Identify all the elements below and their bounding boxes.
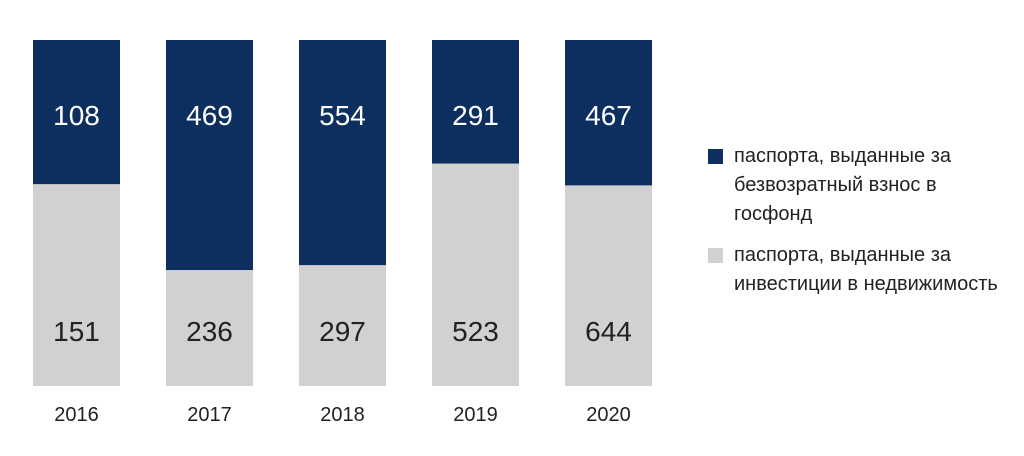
data-label-donation: 554 [319,100,366,131]
data-label-real-estate: 151 [53,316,100,347]
data-label-donation: 291 [452,100,499,131]
legend: паспорта, выданные за безвозратный взнос… [708,142,1008,311]
data-label-real-estate: 644 [585,316,632,347]
bar-segment-donation [565,40,652,186]
data-label-donation: 469 [186,100,233,131]
x-tick-label: 2018 [320,404,365,426]
data-label-real-estate: 236 [186,316,233,347]
legend-swatch-donation [708,149,723,164]
legend-item-real-estate: паспорта, выданные за инвестиции в недви… [708,241,1008,299]
x-tick-label: 2020 [586,404,631,426]
bar-segment-donation [432,40,519,164]
bar-segment-real-estate [33,184,120,386]
bar-segment-real-estate [299,265,386,386]
data-label-donation: 108 [53,100,100,131]
bar-segment-donation [299,40,386,266]
legend-label-real-estate: паспорта, выданные за инвестиции в недви… [734,244,998,295]
x-tick-label: 2019 [453,404,498,426]
data-label-real-estate: 523 [452,316,499,347]
bar-segment-real-estate [166,270,253,386]
legend-label-donation: паспорта, выданные за безвозратный взнос… [734,145,951,225]
x-tick-label: 2017 [187,404,232,426]
data-label-real-estate: 297 [319,316,366,347]
legend-item-donation: паспорта, выданные за безвозратный взнос… [708,142,1008,229]
bar-segment-real-estate [432,163,519,386]
legend-swatch-real-estate [708,248,723,263]
bar-segment-donation [33,40,120,185]
stacked-bar-chart: 108 151 2016 469 236 2017 554 297 2018 291 523 2019… [33,40,652,426]
bar-segment-real-estate [565,185,652,386]
x-tick-label: 2016 [54,404,99,426]
bar-segment-donation [166,40,253,271]
data-label-donation: 467 [585,100,632,131]
